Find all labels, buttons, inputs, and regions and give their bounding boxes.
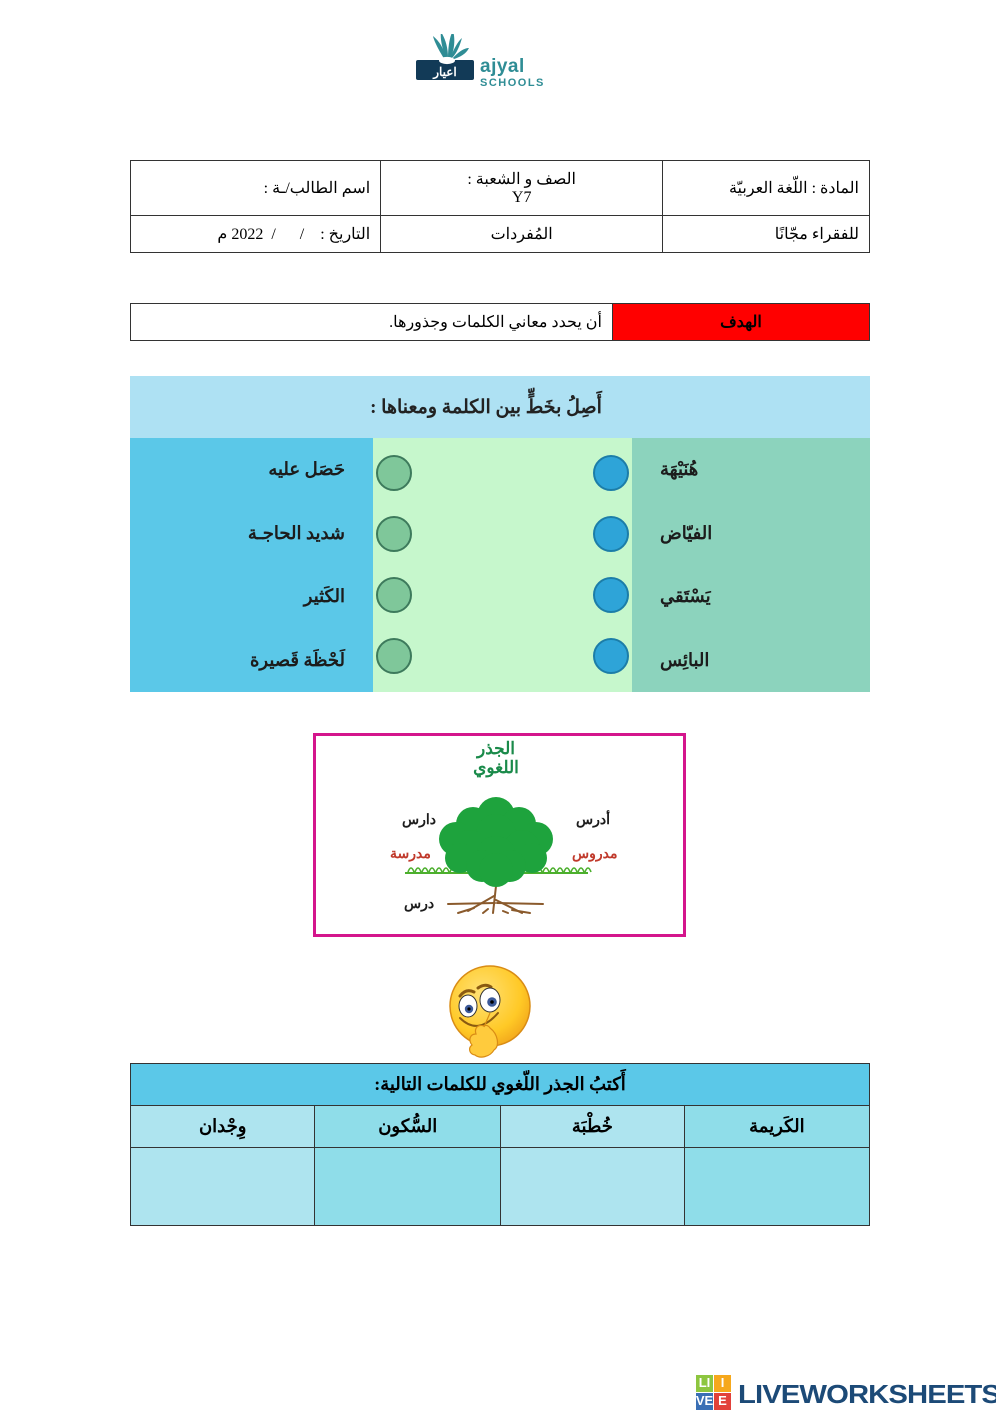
svg-text:مدروس: مدروس [572, 845, 617, 862]
svg-text:LIVEWORKSHEETS: LIVEWORKSHEETS [738, 1379, 996, 1409]
svg-text:دارس: دارس [402, 811, 436, 828]
svg-text:أدرس: أدرس [576, 809, 610, 828]
svg-text:VE: VE [696, 1393, 713, 1408]
svg-text:درس: درس [404, 895, 434, 912]
svg-text:ajyal: ajyal [480, 56, 525, 77]
svg-text:E: E [718, 1393, 727, 1408]
svg-text:LI: LI [699, 1375, 711, 1390]
svg-text:اعيار: اعيار [432, 65, 457, 80]
svg-text:اللغوي: اللغوي [473, 758, 519, 778]
svg-text:الجذر: الجذر [475, 739, 515, 759]
svg-text:I: I [721, 1375, 725, 1390]
svg-text:SCHOOLS: SCHOOLS [480, 77, 545, 89]
svg-text:مدرسة: مدرسة [390, 845, 431, 862]
